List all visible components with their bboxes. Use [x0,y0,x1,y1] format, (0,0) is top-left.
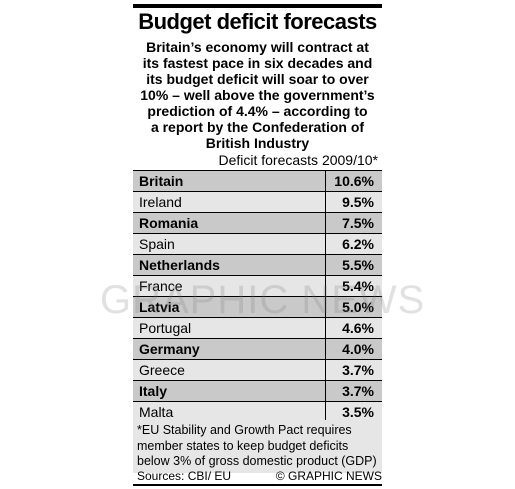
table-row: France 5.4% [133,276,382,297]
table-row: Malta 3.5% [133,402,382,423]
column-divider [325,276,326,296]
deficit-value: 4.0% [342,341,374,357]
subtitle-line: Britain’s economy will contract at [146,39,369,55]
deficit-value: 4.6% [342,320,374,336]
table: Britain 10.6% Ireland 9.5% Romania 7.5% Spain 6… [133,170,382,423]
sources: Sources: CBI/ EU [137,469,232,483]
subtitle: Britain’s economy will contract at its fa… [133,39,382,151]
country: France [139,278,183,294]
footnote: *EU Stability and Growth Pact requires me… [133,420,382,473]
country: Portugal [139,320,192,336]
country: Italy [139,383,168,399]
deficit-value: 5.4% [342,278,374,294]
footnote-line: member states to keep budget deficits [137,438,349,453]
subtitle-line: prediction of 4.4% – according to [147,103,368,119]
table-caption: Deficit forecasts 2009/10* [218,152,378,168]
country: Netherlands [139,257,220,273]
column-divider [325,192,326,212]
column-divider [325,339,326,359]
column-divider [325,255,326,275]
country: Romania [139,215,199,231]
table-row: Germany 4.0% [133,339,382,360]
column-divider [325,360,326,380]
deficit-value: 9.5% [342,194,374,210]
deficit-value: 10.6% [334,173,374,189]
bottom-rule [133,484,382,486]
table-row: Romania 7.5% [133,213,382,234]
table-row: Italy 3.7% [133,381,382,402]
deficit-value: 5.5% [342,257,374,273]
subtitle-line: its budget deficit will soar to over [146,71,369,87]
footnote-line: below 3% of gross domestic product (GDP) [137,454,377,468]
footnote-line: *EU Stability and Growth Pact requires [137,423,352,437]
table-row: Greece 3.7% [133,360,382,381]
top-rule [133,4,382,8]
subtitle-line: its fastest pace in six decades and [142,55,373,71]
deficit-value: 7.5% [342,215,374,231]
subtitle-line: a report by the Confederation of [150,119,365,135]
country: Latvia [139,299,180,315]
country: Greece [139,362,185,378]
column-divider [325,318,326,338]
table-row: Latvia 5.0% [133,297,382,318]
subtitle-line: British Industry [205,135,310,151]
table-row: Spain 6.2% [133,234,382,255]
table-row: Portugal 4.6% [133,318,382,339]
country: Britain [139,173,184,189]
country: Malta [139,404,174,420]
title: Budget deficit forecasts [138,9,377,34]
column-divider [325,171,326,191]
column-divider [325,213,326,233]
country: Ireland [139,194,182,210]
deficit-value: 6.2% [342,236,374,252]
column-divider [325,381,326,401]
country: Germany [139,341,200,357]
deficit-value: 3.7% [342,362,374,378]
subtitle-line: 10% – well above the government’s [140,87,375,103]
table-row: Netherlands 5.5% [133,255,382,276]
column-divider [325,297,326,317]
credit: © GRAPHIC NEWS [275,469,382,483]
deficit-value: 3.7% [342,383,374,399]
country: Spain [139,236,175,252]
table-row: Britain 10.6% [133,171,382,192]
table-row: Ireland 9.5% [133,192,382,213]
deficit-value: 5.0% [342,299,374,315]
deficit-value: 3.5% [342,404,374,420]
column-divider [325,234,326,254]
column-divider [325,402,326,422]
